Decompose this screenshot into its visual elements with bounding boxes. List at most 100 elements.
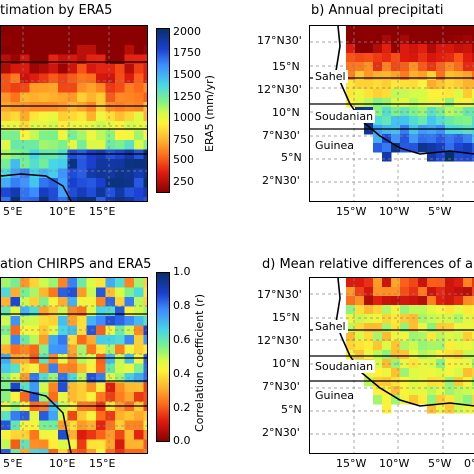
raster-cell — [382, 80, 392, 90]
raster-cell — [418, 305, 428, 315]
raster-cell — [454, 305, 464, 315]
raster-cell — [134, 449, 144, 453]
raster-cell — [400, 314, 410, 324]
raster-cell — [418, 395, 428, 405]
raster-cell — [29, 287, 40, 298]
raster-cell — [48, 159, 59, 169]
raster-cell — [134, 392, 144, 402]
raster-cell — [134, 335, 144, 345]
raster-cell — [418, 278, 428, 288]
raster-cell — [454, 341, 464, 351]
raster-cell — [67, 325, 78, 336]
raster-cell — [58, 439, 68, 450]
raster-cell — [48, 373, 59, 383]
raster-cell — [115, 306, 125, 317]
raster-cell — [29, 344, 40, 355]
raster-cell — [115, 54, 125, 65]
raster-cell — [67, 278, 78, 288]
raster-cell — [400, 107, 410, 117]
raster-cell — [454, 350, 464, 360]
raster-cell — [86, 411, 97, 421]
raster-cell — [445, 62, 455, 72]
raster-cell — [29, 187, 40, 198]
panel-b-map: Sahel Soudanian Guinea — [309, 25, 474, 202]
cbar-top-tick-1500: 1500 — [173, 68, 201, 81]
raster-cell — [355, 89, 365, 99]
raster-cell — [115, 344, 125, 355]
raster-cell — [29, 392, 40, 402]
raster-cell — [86, 439, 97, 450]
raster-cell — [48, 168, 59, 179]
raster-cell — [86, 111, 97, 122]
raster-cell — [67, 102, 78, 112]
raster-cell — [346, 323, 356, 333]
raster-cell — [454, 314, 464, 324]
raster-cell — [39, 178, 49, 188]
raster-cell — [58, 354, 68, 364]
raster-cell — [418, 350, 428, 360]
raster-cell — [436, 62, 446, 72]
raster-cell — [463, 368, 473, 378]
raster-cell — [77, 187, 87, 198]
raster-cell — [382, 296, 392, 306]
raster-cell — [346, 89, 356, 99]
raster-cell — [400, 26, 410, 36]
raster-cell — [454, 26, 464, 36]
raster-cell — [115, 178, 125, 188]
raster-cell — [400, 395, 410, 405]
raster-cell — [39, 197, 49, 201]
raster-cell — [58, 306, 68, 317]
lon-tick-10w-b: 10°W — [379, 205, 410, 218]
raster-cell — [355, 278, 365, 288]
raster-cell — [454, 44, 464, 54]
raster-cell — [373, 323, 383, 333]
raster-cell — [382, 314, 392, 324]
raster-cell — [105, 197, 116, 201]
raster-cell — [105, 73, 116, 84]
raster-cell — [418, 116, 428, 126]
raster-cell — [67, 392, 78, 402]
raster-cell — [436, 278, 446, 288]
raster-cell — [96, 325, 106, 336]
cbar-top-tick-1250: 1250 — [173, 90, 201, 103]
raster-cell — [1, 382, 11, 393]
raster-cell — [391, 53, 401, 63]
raster-cell — [124, 178, 135, 188]
raster-cell — [39, 278, 49, 288]
raster-cell — [463, 278, 473, 288]
raster-cell — [418, 71, 428, 81]
raster-cell — [427, 44, 437, 54]
raster-cell — [346, 26, 356, 36]
raster-cell — [77, 325, 87, 336]
raster-cell — [96, 411, 106, 421]
raster-cell — [58, 35, 68, 46]
raster-cell — [445, 143, 455, 153]
raster-cell — [418, 377, 428, 387]
raster-cell — [463, 377, 473, 387]
raster-cell — [355, 62, 365, 72]
raster-cell — [143, 130, 147, 141]
raster-cell — [355, 44, 365, 54]
raster-cell — [409, 116, 419, 126]
raster-cell — [472, 296, 474, 306]
raster-cell — [10, 306, 21, 317]
raster-cell — [364, 98, 374, 108]
raster-cell — [67, 140, 78, 150]
raster-cell — [29, 335, 40, 345]
raster-cell — [463, 89, 473, 99]
raster-cell — [143, 354, 147, 364]
raster-cell — [67, 373, 78, 383]
lat-tick-17n30-d: 17°N30' — [257, 288, 302, 301]
raster-cell — [409, 98, 419, 108]
raster-cell — [20, 54, 30, 65]
raster-cell — [445, 35, 455, 45]
raster-cell — [86, 316, 97, 326]
raster-cell — [67, 430, 78, 440]
raster-cell — [436, 35, 446, 45]
raster-cell — [418, 296, 428, 306]
raster-cell — [77, 449, 87, 453]
raster-cell — [20, 26, 30, 36]
raster-cell — [29, 430, 40, 440]
raster-cell — [10, 73, 21, 84]
raster-cell — [10, 335, 21, 345]
